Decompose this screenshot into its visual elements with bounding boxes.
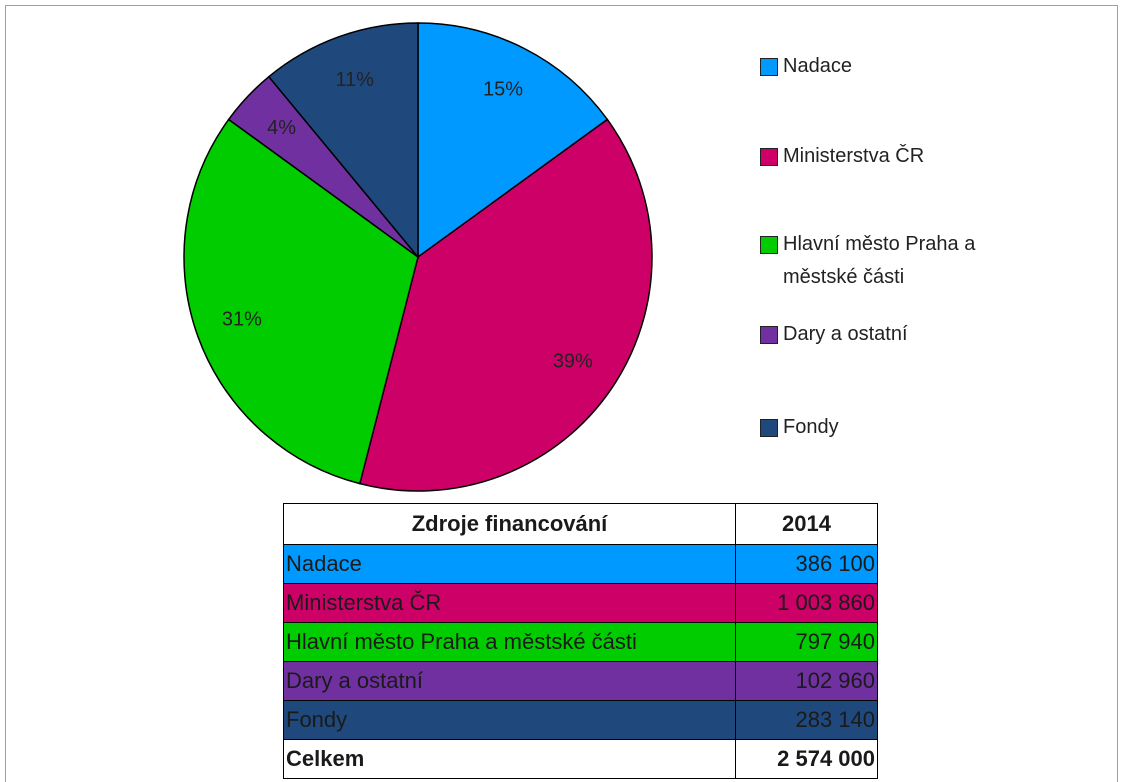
pie-chart: 15% 39% 31% 4% 11% (183, 22, 653, 492)
table-row: Hlavní město Praha a městské části 797 94… (283, 622, 878, 662)
legend-entry: Fondy (760, 411, 1040, 444)
data-label: 11% (335, 69, 374, 91)
legend-entry: Dary a ostatní (760, 318, 1040, 351)
data-label: 4% (267, 117, 296, 139)
table-row: Nadace 386 100 (283, 544, 878, 584)
pie-slice (267, 22, 419, 260)
legend-label: Hlavní město Praha a městské části (783, 233, 976, 288)
row-value: 102 960 (735, 661, 878, 701)
legend-label: Ministerstva ČR (783, 145, 925, 167)
chart-frame (5, 5, 1118, 782)
row-value: 386 100 (735, 544, 878, 584)
legend-entry: Nadace (760, 50, 1040, 83)
legend-label: Fondy (783, 416, 839, 438)
total-name: Celkem (283, 739, 736, 779)
legend-label: Dary a ostatní (783, 323, 908, 345)
legend-swatch (760, 148, 778, 166)
row-name: Ministerstva ČR (283, 583, 736, 623)
row-name: Dary a ostatní (283, 661, 736, 701)
legend-label: Nadace (783, 55, 852, 77)
row-value: 1 003 860 (735, 583, 878, 623)
header-row: Zdroje financování 2014 (283, 503, 878, 545)
data-label: 31% (222, 309, 262, 331)
row-name: Hlavní město Praha a městské části (283, 622, 736, 662)
data-label: 39% (553, 351, 593, 373)
legend-swatch (760, 419, 778, 437)
legend-entry: Ministerstva ČR (760, 140, 1040, 173)
row-name: Fondy (283, 700, 736, 740)
data-table: Zdroje financování 2014 Nadace 386 100 Minis… (283, 503, 878, 779)
row-name: Nadace (283, 544, 736, 584)
legend-swatch (760, 58, 778, 76)
legend-swatch (760, 326, 778, 344)
legend-swatch (760, 236, 778, 254)
pie-slice (183, 118, 419, 485)
legend-entry: Hlavní město Praha a městské části (760, 228, 1040, 294)
table-row: Ministerstva ČR 1 003 860 (283, 583, 878, 623)
total-value: 2 574 000 (735, 739, 878, 779)
table-row: Dary a ostatní 102 960 (283, 661, 878, 701)
table-row: Fondy 283 140 (283, 700, 878, 740)
header-cell: 2014 (735, 503, 878, 545)
data-label: 15% (483, 78, 523, 100)
total-row: Celkem 2 574 000 (283, 739, 878, 779)
pie-slice (417, 22, 609, 259)
header-cell: Zdroje financování (283, 503, 736, 545)
pie-slice (358, 118, 653, 492)
row-value: 283 140 (735, 700, 878, 740)
row-value: 797 940 (735, 622, 878, 662)
